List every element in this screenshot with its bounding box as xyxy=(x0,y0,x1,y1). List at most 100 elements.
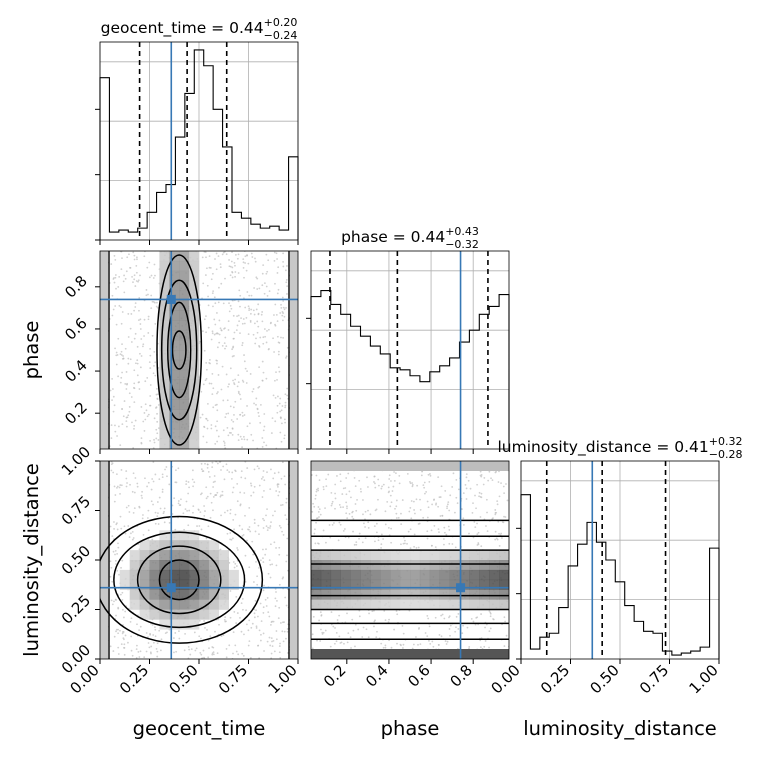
sample-point xyxy=(158,496,161,499)
sample-point xyxy=(242,608,244,611)
density-cell xyxy=(189,389,200,400)
sample-point xyxy=(247,644,250,647)
sample-point xyxy=(373,609,375,612)
sample-point xyxy=(255,627,258,629)
sample-point xyxy=(369,513,372,516)
sample-point xyxy=(409,506,412,509)
sample-point xyxy=(213,475,216,477)
sample-point xyxy=(279,416,282,419)
sample-point xyxy=(359,488,362,490)
sample-point xyxy=(496,500,499,503)
sample-point xyxy=(419,498,421,501)
sample-point xyxy=(322,529,325,532)
sample-point xyxy=(114,549,117,552)
sample-point xyxy=(498,544,501,547)
sample-point xyxy=(161,491,164,493)
sample-point xyxy=(255,609,257,612)
sample-point xyxy=(127,414,130,417)
sample-point xyxy=(157,439,160,441)
sample-point xyxy=(249,312,252,315)
sample-point xyxy=(394,507,396,510)
sample-point xyxy=(280,307,283,309)
sample-point xyxy=(236,559,239,562)
x-tick-label: 0.50 xyxy=(165,661,201,697)
sample-point xyxy=(279,622,282,624)
sample-point xyxy=(255,308,258,311)
sample-point xyxy=(334,497,337,500)
sample-point xyxy=(275,630,278,632)
density-cell xyxy=(149,609,160,620)
sample-point xyxy=(252,581,255,583)
sample-point xyxy=(317,542,319,545)
sample-point xyxy=(138,381,140,383)
sample-point xyxy=(285,497,288,500)
density-cell xyxy=(340,560,351,571)
density-cell xyxy=(199,550,210,561)
density-cell xyxy=(159,550,170,561)
sample-point xyxy=(207,326,210,329)
sample-point xyxy=(411,485,414,488)
sample-point xyxy=(116,552,119,555)
sample-point xyxy=(281,577,284,580)
sample-point xyxy=(223,442,226,444)
sample-point xyxy=(110,437,113,440)
sample-point xyxy=(281,503,284,506)
sample-point xyxy=(231,348,234,351)
sample-point xyxy=(396,613,399,616)
sample-point xyxy=(232,486,235,489)
sample-point xyxy=(448,542,451,545)
sample-point xyxy=(212,646,215,649)
sample-point xyxy=(123,646,125,649)
sample-point xyxy=(240,438,243,441)
sample-point xyxy=(152,461,155,463)
sample-point xyxy=(111,294,114,297)
sample-point xyxy=(236,549,239,551)
y-tick-label: 0.25 xyxy=(58,591,94,627)
sample-point xyxy=(279,642,281,645)
sample-point xyxy=(114,553,116,556)
sample-point xyxy=(266,640,269,643)
sample-point xyxy=(449,624,452,627)
sample-point xyxy=(120,566,122,569)
sample-point xyxy=(311,510,314,513)
density-cell xyxy=(159,399,170,410)
sample-point xyxy=(138,505,141,508)
edge-band xyxy=(290,251,298,449)
density-cell xyxy=(189,409,200,420)
sample-point xyxy=(342,506,344,508)
sample-point xyxy=(274,597,277,600)
sample-point xyxy=(245,316,248,319)
sample-point xyxy=(229,590,232,592)
sample-point xyxy=(133,337,136,340)
sample-point xyxy=(131,490,134,493)
sample-point xyxy=(129,327,132,330)
density-cell xyxy=(159,251,170,262)
sample-point xyxy=(277,366,280,369)
sample-point xyxy=(117,286,120,288)
x-tick-label: 1.00 xyxy=(264,661,300,697)
sample-point xyxy=(259,602,262,605)
sample-point xyxy=(248,506,251,509)
sample-point xyxy=(134,306,137,308)
sample-point xyxy=(377,539,380,542)
density-cell xyxy=(159,609,170,620)
sample-point xyxy=(145,650,148,653)
sample-point xyxy=(131,275,133,278)
sample-point xyxy=(198,525,201,527)
sample-point xyxy=(388,478,391,480)
density-cell xyxy=(139,560,150,571)
sample-point xyxy=(216,440,219,443)
sample-point xyxy=(443,526,446,529)
sample-point xyxy=(156,501,159,503)
sample-point xyxy=(221,365,224,368)
sample-point xyxy=(109,525,112,528)
density-cell xyxy=(159,540,170,551)
sample-point xyxy=(495,537,498,540)
sample-point xyxy=(114,430,117,433)
sample-point xyxy=(502,521,505,524)
sample-point xyxy=(135,271,138,274)
sample-point xyxy=(488,646,490,649)
sample-point xyxy=(203,620,206,622)
density-cell xyxy=(499,589,509,600)
